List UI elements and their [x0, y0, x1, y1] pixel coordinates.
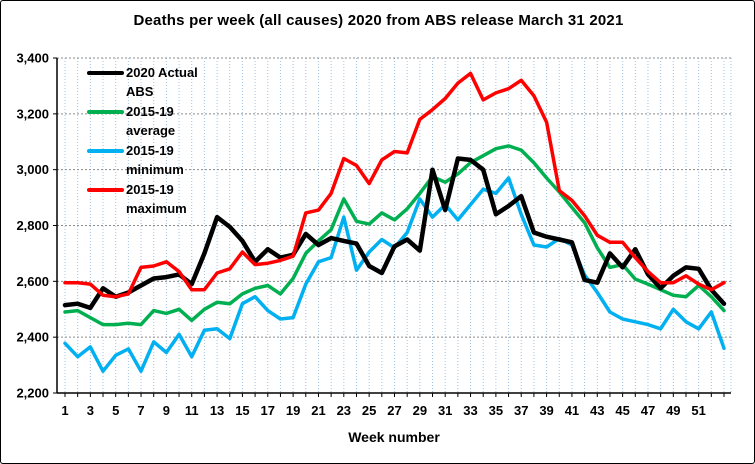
x-tick-label-49: 49: [666, 403, 680, 418]
legend-swatch-icon: [87, 71, 124, 75]
y-tick-label-3000: 3,000: [16, 162, 49, 177]
x-tick-label-25: 25: [362, 403, 376, 418]
y-tick-label-2600: 2,600: [16, 274, 49, 289]
x-tick-label-7: 7: [137, 403, 144, 418]
x-tick-label-15: 15: [235, 403, 249, 418]
legend-swatch-icon: [87, 110, 124, 114]
legend-label: minimum: [126, 162, 184, 177]
legend-label: maximum: [126, 201, 187, 216]
x-tick-label-33: 33: [463, 403, 477, 418]
y-tick-label-2200: 2,200: [16, 385, 49, 400]
series-line-2015-19-maximum: [63, 71, 726, 299]
x-tick-label-51: 51: [691, 403, 705, 418]
x-tick-label-1: 1: [61, 403, 68, 418]
x-tick-label-17: 17: [261, 403, 275, 418]
legend-label: 2015-19: [126, 104, 174, 119]
x-tick-label-37: 37: [514, 403, 528, 418]
legend-label: average: [126, 123, 176, 138]
legend: 2020 Actual ABS 2015-19 average 2015-19 minim…: [87, 63, 237, 219]
y-tick-label-2800: 2,800: [16, 218, 49, 233]
legend-swatch-icon: [87, 188, 124, 192]
x-tick-label-27: 27: [387, 403, 401, 418]
x-tick-label-43: 43: [590, 403, 604, 418]
series-line-2015-19-average: [63, 144, 726, 327]
x-tick-label-21: 21: [311, 403, 325, 418]
x-tick-label-11: 11: [185, 403, 199, 418]
x-tick-label-47: 47: [641, 403, 655, 418]
legend-item-2020-actual-abs: 2020 Actual ABS: [87, 63, 237, 102]
x-tick-label-35: 35: [489, 403, 503, 418]
legend-label: ABS: [126, 84, 154, 99]
x-tick-label-29: 29: [413, 403, 427, 418]
chart-title: Deaths per week (all causes) 2020 from A…: [133, 12, 624, 29]
x-tick-label-45: 45: [615, 403, 629, 418]
x-tick-label-13: 13: [210, 403, 224, 418]
x-tick-label-41: 41: [565, 403, 579, 418]
x-tick-label-9: 9: [163, 403, 170, 418]
x-tick-label-3: 3: [87, 403, 94, 418]
x-axis-title: Week number: [348, 429, 440, 445]
legend-swatch-icon: [87, 149, 124, 153]
legend-item-2015-19-maximum: 2015-19 maximum: [87, 180, 237, 219]
x-tick-label-39: 39: [539, 403, 553, 418]
legend-item-2015-19-minimum: 2015-19 minimum: [87, 141, 237, 180]
legend-label: 2015-19: [126, 182, 174, 197]
y-tick-label-2400: 2,400: [16, 330, 49, 345]
legend-label: 2020 Actual: [126, 65, 198, 80]
y-tick-label-3400: 3,400: [16, 50, 49, 65]
x-tick-label-5: 5: [112, 403, 119, 418]
x-tick-label-19: 19: [286, 403, 300, 418]
legend-label: 2015-19: [126, 143, 174, 158]
legend-item-2015-19-average: 2015-19 average: [87, 102, 237, 141]
series-line-2020-actual-abs: [62, 156, 727, 311]
x-tick-label-23: 23: [337, 403, 351, 418]
y-tick-label-3200: 3,200: [16, 106, 49, 121]
x-tick-label-31: 31: [438, 403, 452, 418]
